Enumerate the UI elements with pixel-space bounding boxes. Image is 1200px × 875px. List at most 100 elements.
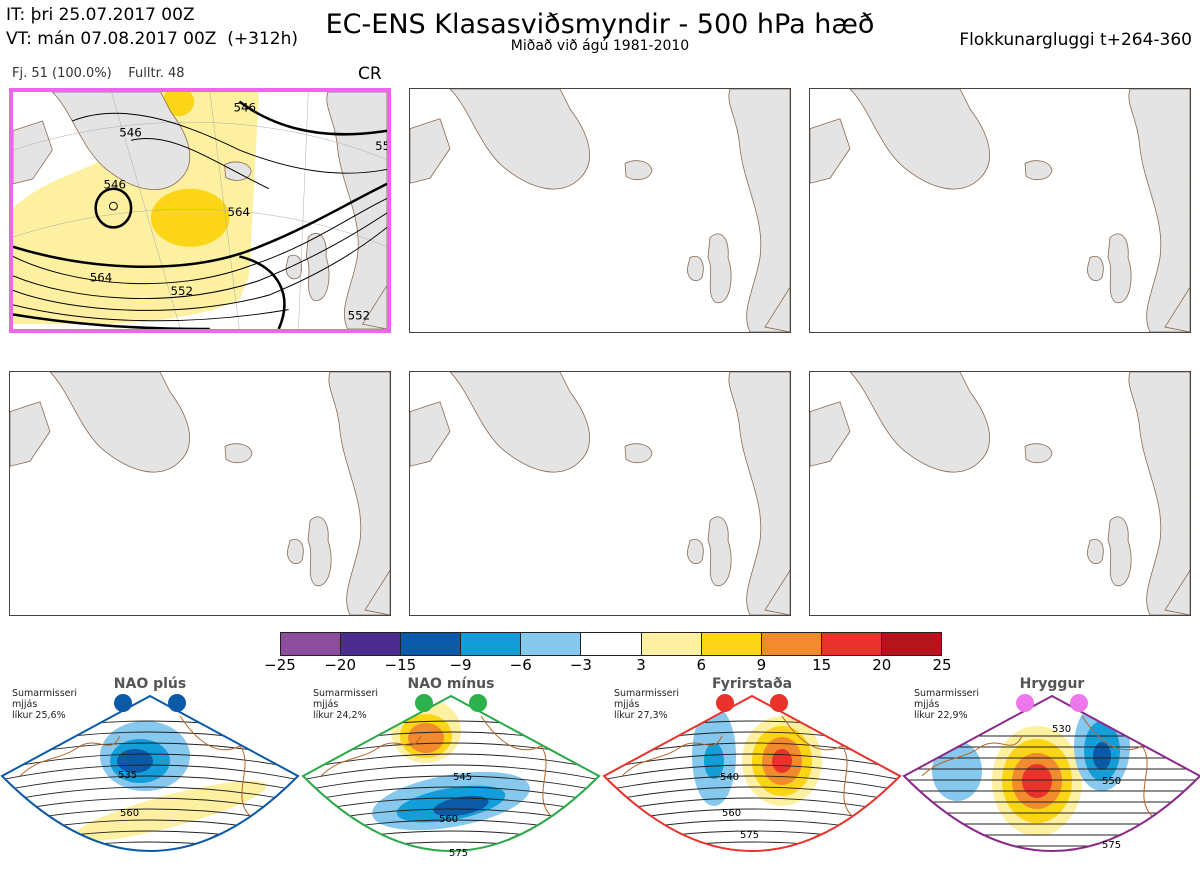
contour-label: 575: [449, 848, 468, 859]
height-contour: [303, 830, 599, 847]
colorbar-swatch: [401, 633, 462, 655]
anomaly-positive-6b: [162, 92, 195, 117]
cluster-map-panel-6[interactable]: [809, 371, 1191, 616]
contour-label: 535: [118, 770, 137, 781]
anomaly-blob: [1022, 764, 1052, 798]
colorbar-tick-label: −15: [384, 656, 417, 674]
regime-marker-dot: [1016, 694, 1034, 712]
valid-time-label: VT: mán 07.08.2017 00Z (+312h): [6, 29, 298, 49]
height-contour: [303, 797, 599, 814]
anomaly-blob: [433, 795, 489, 817]
anomaly-blob: [932, 741, 982, 801]
regime-marker-dot: [168, 694, 186, 712]
regime-sector-svg: 545 560 575: [301, 694, 601, 859]
colorbar-tick-label: −3: [569, 656, 592, 674]
sector-border: [602, 694, 902, 852]
sector-border: [0, 694, 300, 852]
colorbar-tick-label: 20: [872, 656, 892, 674]
regime-marker-dot: [114, 694, 132, 712]
regime-sector-svg: 535 560: [0, 694, 300, 852]
svg-text:546: 546: [104, 178, 127, 192]
cluster-map-1-svg: 546 546 546 564 564 552 552 552: [13, 92, 387, 329]
height-contour: [2, 753, 298, 770]
anomaly-blob: [704, 743, 724, 779]
sector-border: [902, 694, 1200, 852]
height-contours: [13, 112, 387, 322]
regime-name: NAO mínus: [407, 676, 495, 692]
colorbar-swatch: [341, 633, 402, 655]
svg-text:552: 552: [170, 284, 193, 298]
height-contours-bold: [13, 100, 387, 329]
anomaly-blob: [1093, 742, 1111, 770]
regime-map-4: 530 550 575 Hryggur Sumarmisseri mjjás líkur…: [902, 676, 1200, 871]
regime-probability-note: Sumarmisseri mjjás líkur 27,3%: [614, 688, 680, 721]
contour-label: 530: [1052, 724, 1071, 735]
svg-text:546: 546: [233, 100, 256, 114]
height-contour: [303, 775, 599, 792]
colorbar-swatch: [761, 633, 822, 655]
contour-label: 540: [720, 772, 739, 783]
colorbar-tick-label: 9: [756, 656, 767, 674]
height-contour: [303, 786, 599, 803]
regime-sector-svg: 540 560 575: [602, 694, 902, 852]
colorbar-tick-label: −25: [264, 656, 296, 674]
cluster-map-3-svg: [810, 89, 1190, 332]
fulltr-label: Fulltr. 48: [128, 66, 185, 81]
colorbar-tick-label: 3: [636, 656, 646, 674]
contour-label: 560: [439, 814, 458, 825]
anomaly-blob: [73, 780, 267, 842]
colorbar-swatch: [821, 633, 882, 655]
cluster-map-panel-1[interactable]: 546 546 546 564 564 552 552 552: [9, 88, 391, 333]
colorbar-swatch: [461, 633, 522, 655]
regime-map-1: 535 560 NAO plús Sumarmisseri mjjás líkur 2…: [0, 676, 300, 871]
colorbar-tick-label: 25: [932, 656, 952, 674]
height-contour: [2, 841, 298, 851]
regime-marker-dot: [469, 694, 487, 712]
height-contour: [604, 786, 900, 803]
members-label: Fj. 51 (100.0%): [12, 66, 112, 81]
height-contour: [604, 797, 900, 814]
cluster-map-panel-3[interactable]: [809, 88, 1191, 333]
cluster-map-panel-5[interactable]: [409, 371, 791, 616]
contour-labels: 546 546 546 564 564 552 552 552: [90, 100, 387, 322]
height-contour: [2, 786, 298, 803]
svg-text:546: 546: [119, 126, 142, 140]
classification-window-label: Flokkunargluggi t+264-360: [959, 30, 1192, 50]
colorbar-labels: −25 −20 −15 −9 −6 −3 3 6 9 15 20 25: [262, 656, 962, 676]
cluster-map-panel-4[interactable]: [9, 371, 391, 616]
svg-text:564: 564: [90, 271, 113, 285]
regime-map-3: 540 560 575 Fyrirstaða Sumarmisseri mjjás lí…: [602, 676, 902, 871]
regime-probability-note: Sumarmisseri mjjás líkur 22,9%: [914, 688, 980, 721]
contour-label: 550: [1102, 776, 1121, 787]
anomaly-positive-3: [13, 92, 260, 325]
cluster-map-5-svg: [410, 372, 790, 615]
colorbar-tick-label: −9: [449, 656, 472, 674]
contour-label: 560: [120, 808, 139, 819]
cluster-map-panel-2[interactable]: [409, 88, 791, 333]
height-contour: [604, 753, 900, 770]
anomaly-blob: [117, 749, 153, 773]
height-contour: [604, 841, 900, 851]
regime-marker-dot: [770, 694, 788, 712]
height-contour: [604, 775, 900, 792]
anomaly-blob: [772, 749, 792, 773]
regime-marker-dot: [1070, 694, 1088, 712]
regime-marker-dot: [716, 694, 734, 712]
colorbar-tick-label: −6: [509, 656, 532, 674]
anomaly-colorbar: [280, 632, 942, 656]
regime-name: NAO plús: [113, 676, 187, 692]
regime-name: Hryggur: [1019, 676, 1085, 692]
anomaly-positive-6: [150, 188, 230, 247]
issue-time-label: IT: þri 25.07.2017 00Z: [6, 5, 195, 25]
height-contour: [2, 764, 298, 781]
height-contour: [303, 753, 599, 770]
colorbar-swatch: [701, 633, 762, 655]
cluster-map-4-svg: [10, 372, 390, 615]
regime-sector-svg: 530 550 575: [902, 694, 1200, 852]
regime-code-label: CR: [358, 64, 382, 84]
contour-label: 575: [1102, 840, 1121, 851]
height-contour: [2, 775, 298, 792]
colorbar-swatch: [641, 633, 702, 655]
height-contour: [2, 797, 298, 814]
svg-text:552: 552: [375, 139, 387, 153]
